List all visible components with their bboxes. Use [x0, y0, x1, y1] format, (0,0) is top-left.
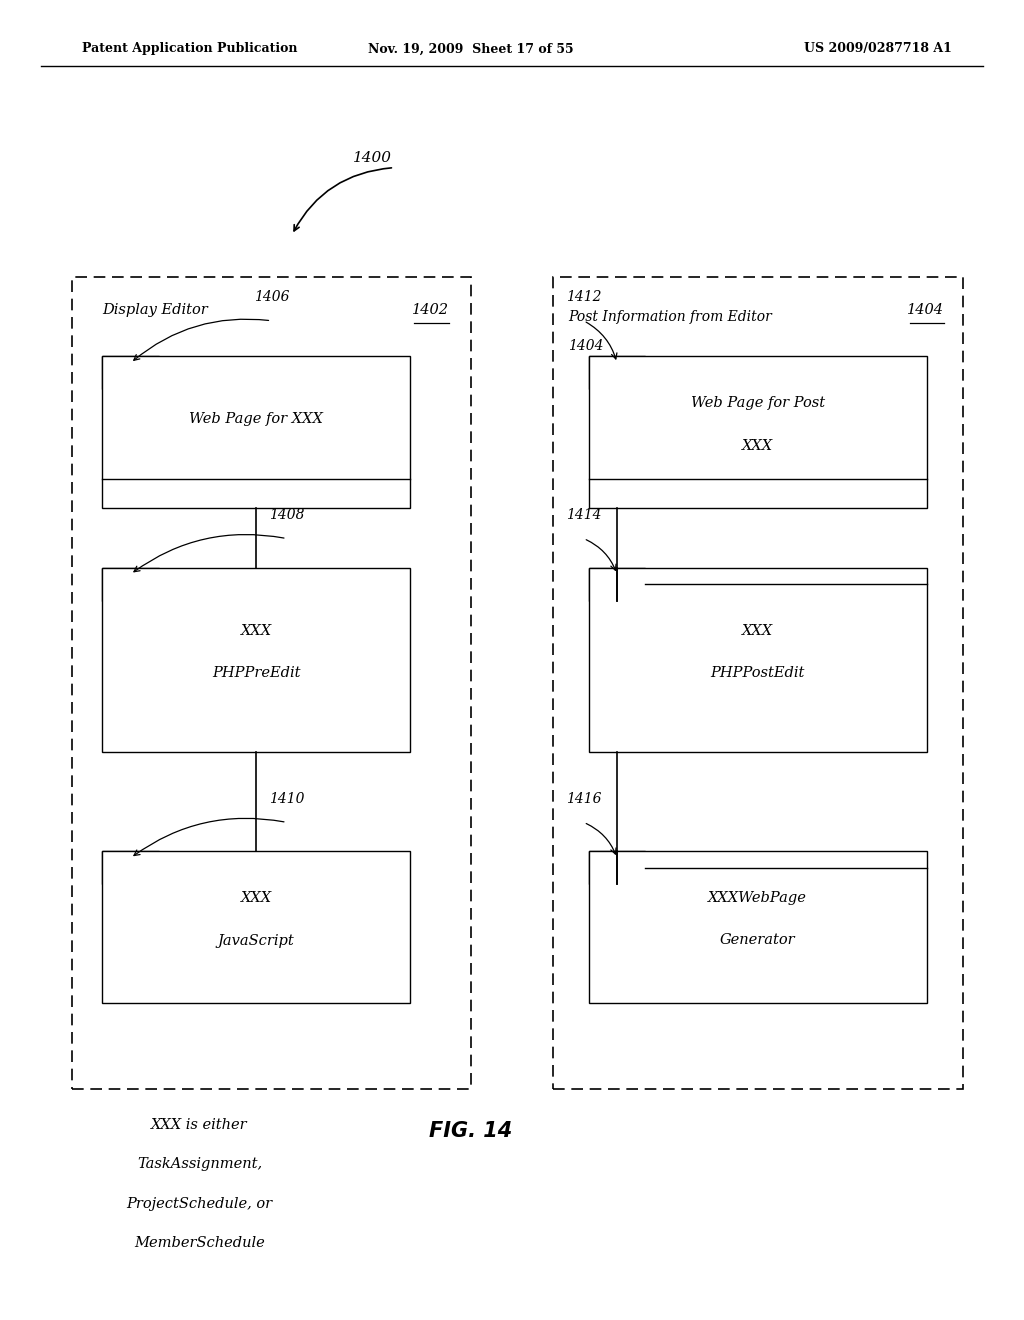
Text: JavaScript: JavaScript: [218, 933, 294, 948]
Text: Web Page for Post: Web Page for Post: [691, 396, 824, 411]
Bar: [589, 568, 927, 752]
Text: 1406: 1406: [254, 290, 289, 304]
Text: PHPPostEdit: PHPPostEdit: [711, 667, 805, 680]
Text: US 2009/0287718 A1: US 2009/0287718 A1: [805, 42, 952, 55]
Bar: [102, 356, 159, 389]
Text: ProjectSchedule, or: ProjectSchedule, or: [127, 1197, 272, 1210]
Text: 1402: 1402: [412, 304, 449, 317]
Bar: [589, 568, 645, 601]
Bar: [589, 356, 927, 508]
Text: Post Information from Editor: Post Information from Editor: [568, 310, 772, 323]
Text: Patent Application Publication: Patent Application Publication: [82, 42, 297, 55]
Bar: [589, 356, 645, 389]
Text: 1412: 1412: [566, 290, 601, 304]
Text: MemberSchedule: MemberSchedule: [134, 1237, 265, 1250]
Bar: [102, 568, 159, 601]
Bar: [589, 851, 645, 884]
Bar: [102, 356, 410, 508]
Bar: [102, 851, 159, 884]
Text: 1410: 1410: [269, 792, 304, 805]
Bar: [553, 277, 963, 1089]
Text: FIG. 14: FIG. 14: [429, 1121, 513, 1142]
Bar: [72, 277, 471, 1089]
Text: XXX: XXX: [241, 891, 271, 906]
Text: Web Page for XXX: Web Page for XXX: [189, 412, 323, 426]
Text: Display Editor: Display Editor: [102, 304, 208, 317]
Text: TaskAssignment,: TaskAssignment,: [137, 1158, 262, 1171]
Bar: [589, 851, 927, 1003]
Text: XXX: XXX: [742, 438, 773, 453]
Text: 1408: 1408: [269, 508, 304, 521]
Text: 1414: 1414: [566, 508, 601, 521]
Text: XXX: XXX: [241, 624, 271, 638]
Text: 1416: 1416: [566, 792, 601, 805]
Text: 1404: 1404: [568, 339, 604, 352]
Text: Generator: Generator: [720, 933, 796, 948]
Bar: [102, 851, 410, 1003]
Text: Nov. 19, 2009  Sheet 17 of 55: Nov. 19, 2009 Sheet 17 of 55: [369, 42, 573, 55]
Bar: [102, 568, 410, 752]
Text: XXX: XXX: [742, 624, 773, 638]
Text: XXXWebPage: XXXWebPage: [709, 891, 807, 906]
Text: 1400: 1400: [353, 152, 392, 165]
Text: PHPPreEdit: PHPPreEdit: [212, 667, 300, 680]
Text: XXX is either: XXX is either: [152, 1118, 248, 1131]
Text: 1404: 1404: [907, 304, 944, 317]
